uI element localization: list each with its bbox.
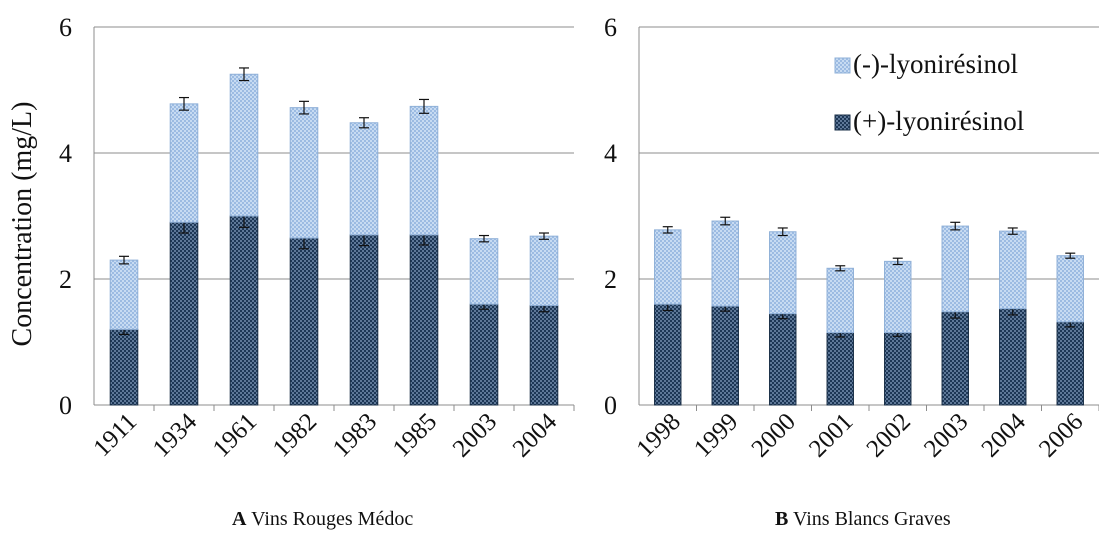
legend-label: (-)-lyonirésinol [853, 49, 1018, 79]
bar-minus-1911 [109, 259, 139, 330]
x-tick-label-1982: 1982 [268, 408, 322, 462]
caption-panel-b: B Vins Blancs Graves [775, 508, 951, 531]
caption-a-text: Vins Rouges Médoc [251, 508, 414, 530]
bar-plus-1911 [109, 328, 139, 406]
legend-label: (+)-lyonirésinol [853, 106, 1024, 136]
y-tick-label: 4 [59, 139, 72, 168]
bar-minus-2002 [884, 260, 912, 334]
x-tick-label-1985: 1985 [388, 408, 442, 462]
bar-plus-2003 [941, 311, 969, 406]
bar-minus-1999 [711, 220, 739, 307]
bar-plus-1999 [711, 305, 739, 406]
x-tick-label-2004: 2004 [508, 408, 563, 463]
bar-minus-2003 [469, 238, 499, 305]
x-tick-label-2001: 2001 [804, 408, 858, 462]
x-tick-label-2006: 2006 [1034, 408, 1088, 462]
y-tick-label: 2 [59, 265, 72, 294]
bar-minus-2004 [529, 235, 559, 306]
x-tick-label-1999: 1999 [689, 408, 743, 462]
bar-plus-1961 [229, 215, 259, 406]
y-axis-title: Concentration (mg/L) [7, 102, 38, 347]
caption-panel-a: A Vins Rouges Médoc [232, 508, 413, 531]
bar-plus-1934 [169, 221, 199, 406]
legend-swatch [834, 114, 851, 131]
bar-minus-1934 [169, 103, 199, 223]
bar-plus-2006 [1056, 321, 1084, 406]
x-tick-label-1983: 1983 [328, 408, 382, 462]
bar-plus-2002 [884, 332, 912, 406]
caption-a-letter: A [232, 508, 247, 530]
chart-panel-a: 0 2 4 6 1911 1934 1961 1982 1983 1985 2003 2004 Conc… [7, 13, 575, 463]
bar-minus-1985 [409, 105, 439, 236]
y-tick-label: 4 [604, 139, 617, 168]
bar-plus-2003 [469, 303, 499, 406]
caption-b-text: Vins Blancs Graves [792, 508, 951, 530]
bar-minus-2000 [769, 231, 797, 315]
y-tick-label: 6 [59, 13, 72, 42]
x-tick-label-1961: 1961 [208, 408, 262, 462]
bar-minus-2001 [826, 267, 854, 334]
x-tick-label-2003: 2003 [919, 408, 973, 462]
caption-b-letter: B [775, 508, 789, 530]
bar-plus-1983 [349, 234, 379, 406]
x-tick-label-2004: 2004 [977, 408, 1032, 463]
bar-plus-2000 [769, 313, 797, 406]
bar-minus-1982 [289, 107, 319, 239]
x-tick-label-2002: 2002 [862, 408, 916, 462]
x-tick-label-1998: 1998 [632, 408, 686, 462]
y-tick-label: 2 [604, 265, 617, 294]
y-tick-label: 6 [604, 13, 617, 42]
chart-panel-b: 0 2 4 6 1998 1999 2000 2001 2002 2003 2004 2006 (-)-… [604, 13, 1099, 463]
bar-minus-1983 [349, 122, 379, 236]
bar-plus-1985 [409, 234, 439, 406]
x-tick-label-2000: 2000 [747, 408, 801, 462]
bar-plus-2004 [529, 304, 559, 406]
x-tick-label-1934: 1934 [148, 408, 203, 463]
bar-minus-1998 [654, 229, 682, 305]
bar-minus-2004 [999, 230, 1027, 310]
bar-plus-1998 [654, 303, 682, 406]
legend-swatch [834, 57, 851, 74]
bar-minus-1961 [229, 73, 259, 217]
y-tick-label: 0 [59, 391, 72, 420]
bar-plus-2001 [826, 332, 854, 406]
bar-plus-1982 [289, 237, 319, 406]
bar-minus-2003 [941, 225, 969, 313]
y-tick-label: 0 [604, 391, 617, 420]
x-tick-label-2003: 2003 [448, 408, 502, 462]
bar-minus-2006 [1056, 255, 1084, 323]
x-tick-label-1911: 1911 [88, 408, 142, 462]
bar-plus-2004 [999, 308, 1027, 406]
